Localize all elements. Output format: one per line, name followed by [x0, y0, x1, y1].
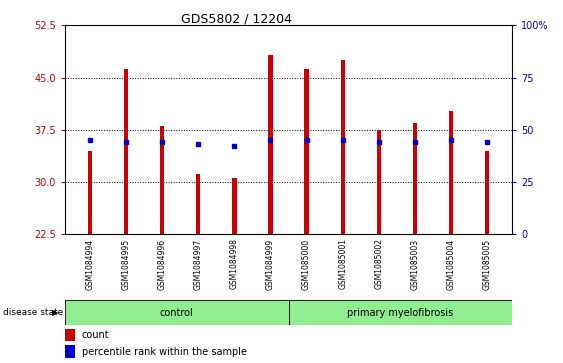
Bar: [65, 300, 289, 325]
Text: control: control: [160, 307, 194, 318]
Bar: [341, 60, 345, 234]
Text: GDS5802 / 12204: GDS5802 / 12204: [181, 13, 292, 26]
Text: GSM1084995: GSM1084995: [122, 238, 131, 290]
Text: primary myelofibrosis: primary myelofibrosis: [347, 307, 454, 318]
Text: GSM1084996: GSM1084996: [158, 238, 167, 290]
Bar: [160, 126, 164, 234]
Text: GSM1084997: GSM1084997: [194, 238, 203, 290]
Bar: [413, 123, 417, 234]
Text: count: count: [82, 330, 109, 340]
Text: GSM1085001: GSM1085001: [338, 238, 347, 289]
Text: disease state: disease state: [3, 308, 63, 317]
Bar: [289, 300, 512, 325]
Bar: [232, 179, 236, 234]
Bar: [449, 111, 453, 234]
Bar: [196, 174, 200, 234]
Bar: [269, 55, 272, 234]
Bar: [124, 69, 128, 234]
Text: GSM1085002: GSM1085002: [374, 238, 383, 289]
Text: GSM1085004: GSM1085004: [446, 238, 455, 290]
Bar: [65, 329, 74, 341]
Bar: [88, 151, 92, 234]
Text: GSM1085000: GSM1085000: [302, 238, 311, 290]
Bar: [65, 345, 74, 358]
Bar: [305, 69, 309, 234]
Text: GSM1085005: GSM1085005: [482, 238, 491, 290]
Bar: [485, 151, 489, 234]
Text: ▶: ▶: [52, 308, 59, 317]
Text: GSM1085003: GSM1085003: [410, 238, 419, 290]
Bar: [377, 130, 381, 234]
Text: percentile rank within the sample: percentile rank within the sample: [82, 347, 247, 356]
Text: GSM1084998: GSM1084998: [230, 238, 239, 289]
Text: GSM1084999: GSM1084999: [266, 238, 275, 290]
Text: GSM1084994: GSM1084994: [86, 238, 95, 290]
